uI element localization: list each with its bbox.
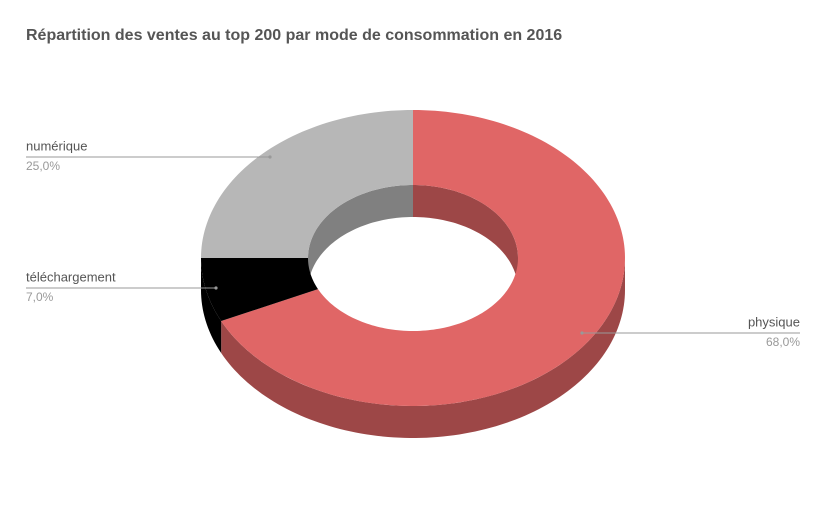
donut-slice (221, 110, 625, 406)
leader-dot (580, 331, 584, 335)
leader-dot (268, 155, 272, 159)
donut-slice (201, 258, 318, 322)
faces (201, 110, 625, 406)
outer-wall (201, 258, 222, 354)
labels: physique 68,0% téléchargement 7,0% numérique… (26, 138, 800, 349)
slice-value-label: 68,0% (766, 335, 800, 349)
slice-value-label: 25,0% (26, 159, 60, 173)
slice-value-label: 7,0% (26, 290, 54, 304)
slice-label: téléchargement (26, 269, 116, 284)
donut-slice (201, 110, 413, 258)
slice-label: numérique (26, 138, 87, 153)
slice-label: physique (748, 314, 800, 329)
outer-wall (221, 258, 625, 438)
leader-dot (214, 286, 218, 290)
chart-title: Répartition des ventes au top 200 par mo… (26, 27, 562, 44)
inner-wall (413, 185, 518, 290)
inner-wall (308, 185, 413, 290)
walls (201, 185, 625, 438)
